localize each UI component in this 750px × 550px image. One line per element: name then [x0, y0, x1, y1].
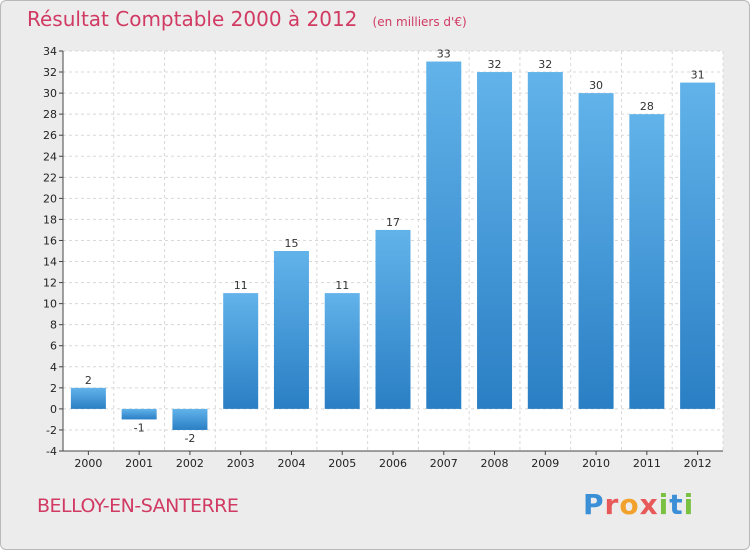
y-tick-label: -2	[46, 424, 57, 437]
bar	[477, 72, 513, 409]
bar	[375, 229, 411, 409]
commune-name: BELLOY-EN-SANTERRE	[37, 495, 239, 517]
x-tick-label: 2010	[582, 457, 610, 470]
x-axis-labels: 2000 2001 2002 2003 2004 2005 2006 2007 2008 2009…	[74, 457, 711, 470]
x-tick-label: 2002	[176, 457, 204, 470]
bar	[223, 293, 259, 409]
y-tick-label: 16	[43, 234, 57, 247]
bar	[70, 387, 106, 409]
axes	[62, 51, 723, 455]
y-tick-label: 30	[43, 87, 57, 100]
data-label: 28	[640, 100, 654, 113]
y-tick-label: 10	[43, 298, 57, 311]
x-tick-label: 2008	[481, 457, 509, 470]
y-tick-label: 26	[43, 129, 57, 142]
x-tick-label: 2003	[227, 457, 255, 470]
y-tick-label: 34	[43, 45, 57, 58]
bar	[426, 61, 462, 409]
y-tick-label: 8	[50, 319, 57, 332]
bar	[629, 114, 665, 409]
proxiti-logo: Proxiti	[583, 488, 694, 521]
chart-title-unit: (en milliers d'€)	[372, 15, 467, 29]
x-tick-label: 2004	[277, 457, 305, 470]
data-label: -2	[184, 432, 195, 445]
y-tick-label: 4	[50, 361, 57, 374]
data-label: 15	[284, 237, 298, 250]
y-tick-label: 0	[50, 403, 57, 416]
data-label: -1	[134, 421, 145, 434]
logo-letter: x	[639, 488, 659, 521]
bar	[172, 408, 208, 430]
x-tick-label: 2012	[684, 457, 712, 470]
bar	[680, 82, 716, 409]
data-label: 33	[437, 48, 451, 61]
y-tick-label: 28	[43, 108, 57, 121]
bar	[324, 293, 360, 409]
y-tick-label: 6	[50, 340, 57, 353]
logo-letter: i	[658, 488, 670, 521]
bar	[527, 72, 563, 409]
x-tick-label: 2007	[430, 457, 458, 470]
x-tick-label: 2000	[74, 457, 102, 470]
bar	[578, 93, 614, 409]
y-tick-label: -4	[46, 445, 57, 458]
y-tick-label: 32	[43, 66, 57, 79]
logo-letter: t	[669, 488, 684, 521]
y-tick-label: 12	[43, 277, 57, 290]
data-label: 31	[691, 69, 705, 82]
y-tick-label: 14	[43, 256, 57, 269]
x-tick-label: 2001	[125, 457, 153, 470]
data-label: 2	[85, 374, 92, 387]
logo-letter: P	[583, 488, 605, 521]
data-label: 32	[538, 58, 552, 71]
logo-letter: i	[683, 488, 695, 521]
y-tick-label: 24	[43, 150, 57, 163]
y-tick-label: 22	[43, 171, 57, 184]
data-label: 17	[386, 216, 400, 229]
data-label: 30	[589, 79, 603, 92]
chart-title: Résultat Comptable 2000 à 2012 (en milli…	[27, 7, 467, 31]
value-labels: 2 -1 -2 11 15 11 17 33 32 32 30 28 31	[85, 48, 705, 445]
logo-letter: r	[604, 488, 620, 521]
chart-title-main: Résultat Comptable 2000 à 2012	[27, 7, 358, 31]
x-tick-label: 2006	[379, 457, 407, 470]
data-label: 11	[335, 279, 349, 292]
bars	[70, 61, 716, 430]
data-label: 32	[488, 58, 502, 71]
bar	[121, 408, 157, 420]
x-tick-label: 2011	[633, 457, 661, 470]
logo-letter: o	[619, 488, 640, 521]
y-tick-label: 20	[43, 192, 57, 205]
x-tick-label: 2005	[328, 457, 356, 470]
y-tick-label: 2	[50, 382, 57, 395]
data-label: 11	[234, 279, 248, 292]
y-tick-label: 18	[43, 213, 57, 226]
bar	[273, 251, 309, 409]
x-tick-label: 2009	[531, 457, 559, 470]
